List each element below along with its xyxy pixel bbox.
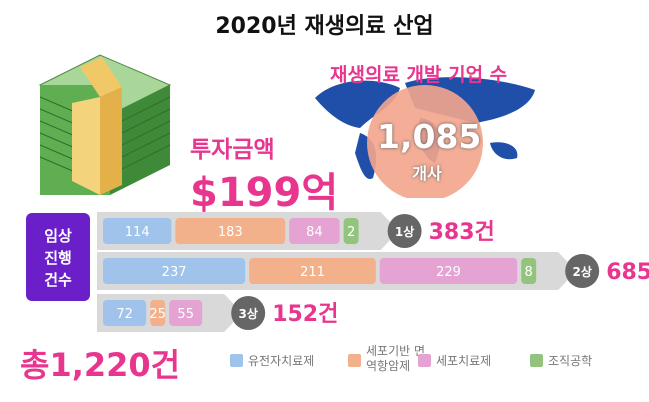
legend-label: 세포기반 면역항암제 — [366, 344, 426, 373]
bar-segment — [103, 258, 246, 284]
companies-count: 1,085 — [377, 117, 482, 156]
phase-total: 685건 — [606, 260, 649, 285]
bar-segment — [379, 258, 518, 284]
bar-value-label: 211 — [300, 265, 325, 280]
companies-label: 재생의료 개발 기업 수 — [330, 64, 508, 86]
investment-label: 투자금액 — [190, 137, 275, 163]
clinical-line-1: 임상 — [44, 227, 72, 245]
legend-label: 유전자치료제 — [248, 354, 315, 368]
bar-value-label: 8 — [525, 265, 533, 280]
phase-total: 152건 — [272, 302, 338, 327]
legend-label: 세포치료제 — [436, 354, 492, 368]
world-map-icon — [315, 77, 535, 198]
bar-value-label: 114 — [125, 225, 150, 240]
bar-segment — [175, 218, 286, 244]
phase-label: 1상 — [395, 224, 414, 239]
bar-segment — [150, 300, 166, 326]
bar-value-label: 72 — [116, 307, 133, 322]
clinical-line-3: 건수 — [44, 271, 72, 289]
legend-label: 조직공학 — [548, 354, 593, 368]
investment-value: $199억 — [190, 170, 339, 216]
bar-segment — [103, 218, 172, 244]
bar-value-label: 229 — [436, 265, 461, 280]
phase-circle — [565, 254, 600, 288]
money-stack-icon — [38, 54, 172, 195]
legend-swatch — [230, 354, 243, 367]
bar-segment — [249, 258, 376, 284]
bar-value-label: 25 — [149, 307, 166, 322]
bar-segment — [521, 258, 537, 284]
bar-value-label: 55 — [177, 307, 194, 322]
legend-swatch — [348, 354, 361, 367]
clinical-line-2: 진행 — [44, 249, 72, 267]
bar-segment — [343, 218, 359, 244]
bar-value-label: 84 — [306, 225, 323, 240]
phase-total: 383건 — [429, 220, 495, 245]
legend-swatch — [418, 354, 431, 367]
legend-swatch — [530, 354, 543, 367]
bar-value-label: 237 — [162, 265, 187, 280]
clinical-trials-box: 임상 진행 건수 — [26, 213, 90, 301]
bar-segment — [289, 218, 340, 244]
bar-value-label: 2 — [347, 225, 355, 240]
chart-title: 2020년 재생의료 산업 — [215, 14, 434, 39]
companies-unit: 개사 — [412, 164, 442, 183]
company-count-circle — [367, 85, 483, 198]
bar-segment — [103, 300, 147, 326]
phase-circle — [387, 214, 422, 248]
phase-label: 2상 — [573, 264, 592, 279]
phase-label: 3상 — [239, 306, 258, 321]
bar-value-label: 183 — [218, 225, 243, 240]
phase-circle — [231, 296, 266, 330]
bar-segment — [169, 300, 203, 326]
total-count: 총1,220건 — [20, 346, 181, 384]
